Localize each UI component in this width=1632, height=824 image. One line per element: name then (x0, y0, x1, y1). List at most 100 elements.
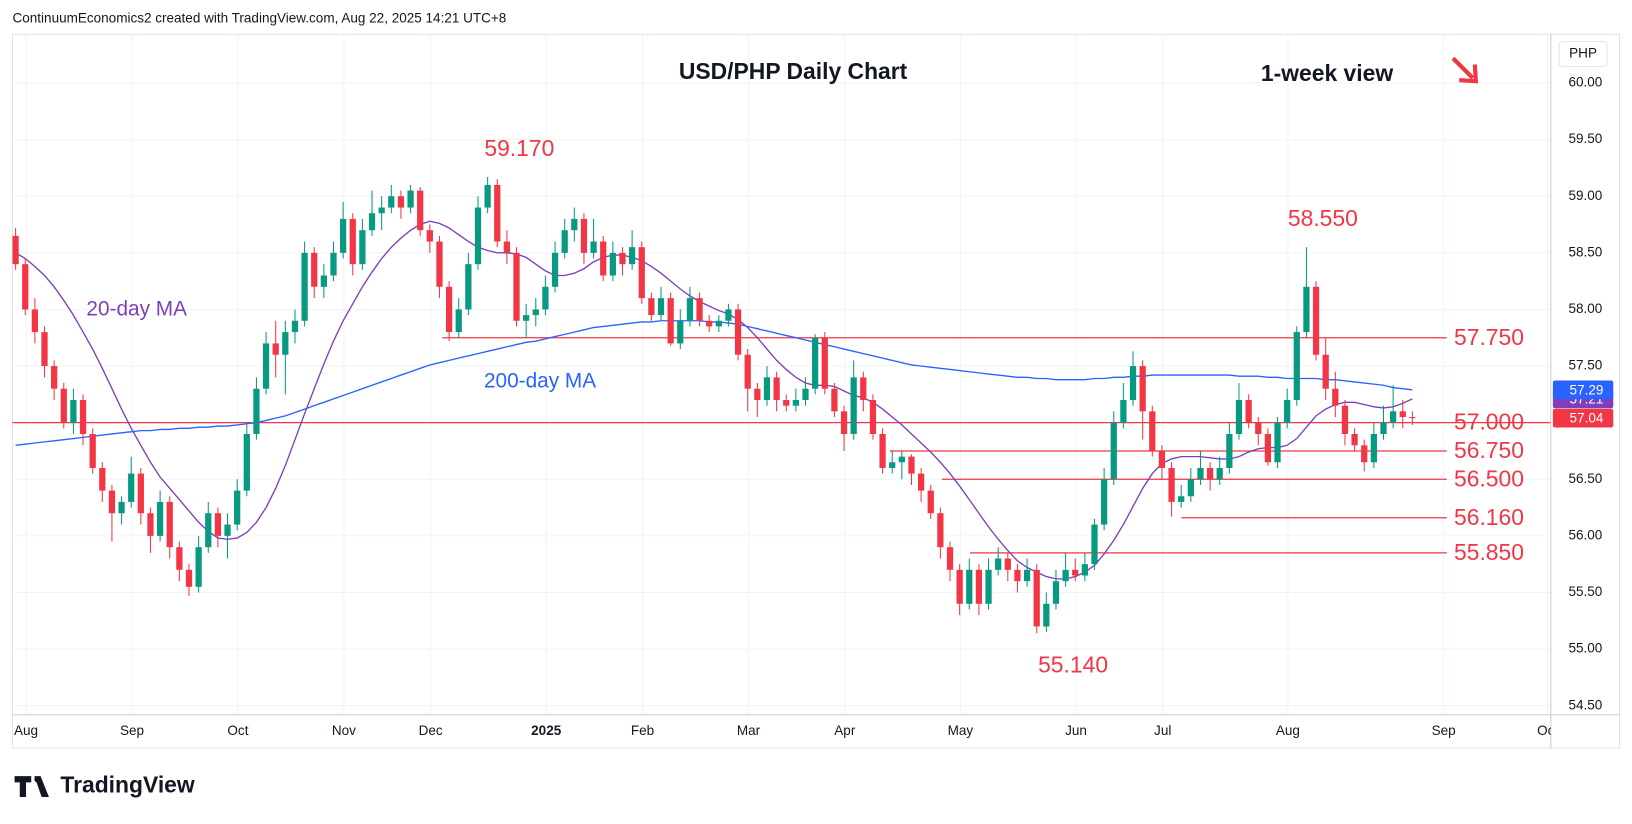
candle-body (571, 218, 578, 231)
candle-body (523, 315, 530, 321)
candle-body (147, 513, 154, 536)
candle-body (70, 400, 77, 423)
peak-label: 58.550 (1288, 205, 1358, 231)
candle-body (137, 473, 144, 514)
candle-body (436, 241, 443, 287)
candle-body (474, 207, 482, 265)
candle-body (590, 241, 597, 253)
candle-body (648, 298, 655, 316)
y-tick-label: 59.50 (1569, 131, 1603, 146)
x-tick-label: 2025 (531, 723, 562, 738)
candle-body (349, 218, 356, 265)
y-tick-label: 54.50 (1569, 697, 1603, 712)
logo-icon (14, 776, 49, 797)
candle-body (1197, 467, 1204, 480)
price-badge (1552, 408, 1614, 428)
candle-body (667, 298, 674, 344)
candle-body (1052, 581, 1060, 604)
candle-body (1409, 417, 1416, 419)
x-tick-label: Jul (1154, 723, 1171, 738)
candle-body (166, 501, 173, 548)
currency: PHP (1569, 46, 1597, 61)
candle-body (1370, 433, 1377, 463)
logo[interactable]: TradingView (14, 772, 195, 798)
candle-body (426, 230, 433, 242)
annotations: 59.170 58.550 55.140 (484, 135, 1357, 678)
candle-body (744, 354, 751, 389)
candle-body (51, 366, 58, 389)
candle-body (783, 400, 790, 406)
x-tick-label: Nov (332, 723, 356, 738)
header: ContinuumEconomics2 created with Trading… (12, 10, 506, 25)
candle-body (465, 264, 472, 310)
candle-body (1351, 433, 1358, 446)
candle-body (1226, 433, 1233, 468)
currency-box[interactable] (1558, 41, 1608, 68)
candle-body (1322, 354, 1329, 389)
candle-body (706, 320, 713, 327)
candle-body (696, 298, 703, 321)
candle-body (657, 298, 665, 316)
candle-body (1110, 422, 1117, 480)
candle-body (513, 252, 520, 321)
candle-body (860, 377, 867, 401)
candle-body (821, 337, 828, 389)
candle-body (802, 388, 809, 401)
candle-body (1284, 400, 1291, 423)
y-tick-label: 58.50 (1569, 244, 1603, 259)
candle-body (1255, 422, 1262, 434)
candle-body (889, 462, 896, 468)
candle-body (205, 513, 212, 548)
candle-body (677, 320, 684, 344)
x-tick-label: Oct (1537, 723, 1558, 738)
x-tick-label: Sep (120, 723, 144, 738)
candle-body (311, 252, 318, 287)
price-badge (1552, 380, 1614, 400)
arrow-shaft (1451, 56, 1475, 80)
candle-body (1312, 286, 1320, 355)
candle-body (340, 218, 347, 253)
candle-body (282, 332, 289, 355)
candle-body (156, 501, 164, 536)
candle-body (320, 275, 327, 287)
logo-text: TradingView (60, 772, 195, 798)
candle-body (1129, 366, 1137, 401)
candle-body (1091, 524, 1098, 565)
candle-body (1081, 564, 1088, 576)
candle-body (397, 196, 405, 208)
level-label: 56.500 (1454, 465, 1524, 491)
candle-body (89, 433, 96, 468)
candle-body (812, 337, 819, 389)
y-tick-label: 59.00 (1569, 188, 1603, 203)
candle-body (869, 400, 877, 434)
candle-body (908, 456, 915, 474)
peak-label: 59.170 (484, 135, 554, 161)
x-tick-label: Aug (1276, 723, 1300, 738)
candle-body (359, 230, 366, 265)
candle-body (561, 230, 568, 253)
candle-body (301, 252, 308, 321)
candle-body (763, 377, 771, 401)
candle-body (1178, 496, 1185, 502)
level-label: 55.850 (1454, 539, 1524, 565)
candle-body (1235, 400, 1243, 434)
candle-body (600, 241, 607, 276)
candle-body (1168, 467, 1175, 502)
candle-body (224, 524, 231, 536)
y-tick-label: 60.00 (1569, 75, 1603, 90)
candle-body (1072, 569, 1079, 576)
candle-body (128, 473, 135, 502)
candle-body (1264, 433, 1272, 463)
candle-body (773, 377, 780, 401)
level-label: 57.000 (1454, 409, 1524, 435)
price-badge-label: 57.29 (1570, 382, 1604, 397)
candle-body (927, 490, 934, 514)
candle-body (195, 547, 202, 587)
candle-body (542, 286, 549, 310)
candle-body (79, 400, 87, 434)
candle-body (378, 207, 385, 214)
candle-body (272, 343, 279, 355)
y-tick-label: 55.00 (1569, 641, 1603, 656)
candle-body (792, 400, 800, 406)
